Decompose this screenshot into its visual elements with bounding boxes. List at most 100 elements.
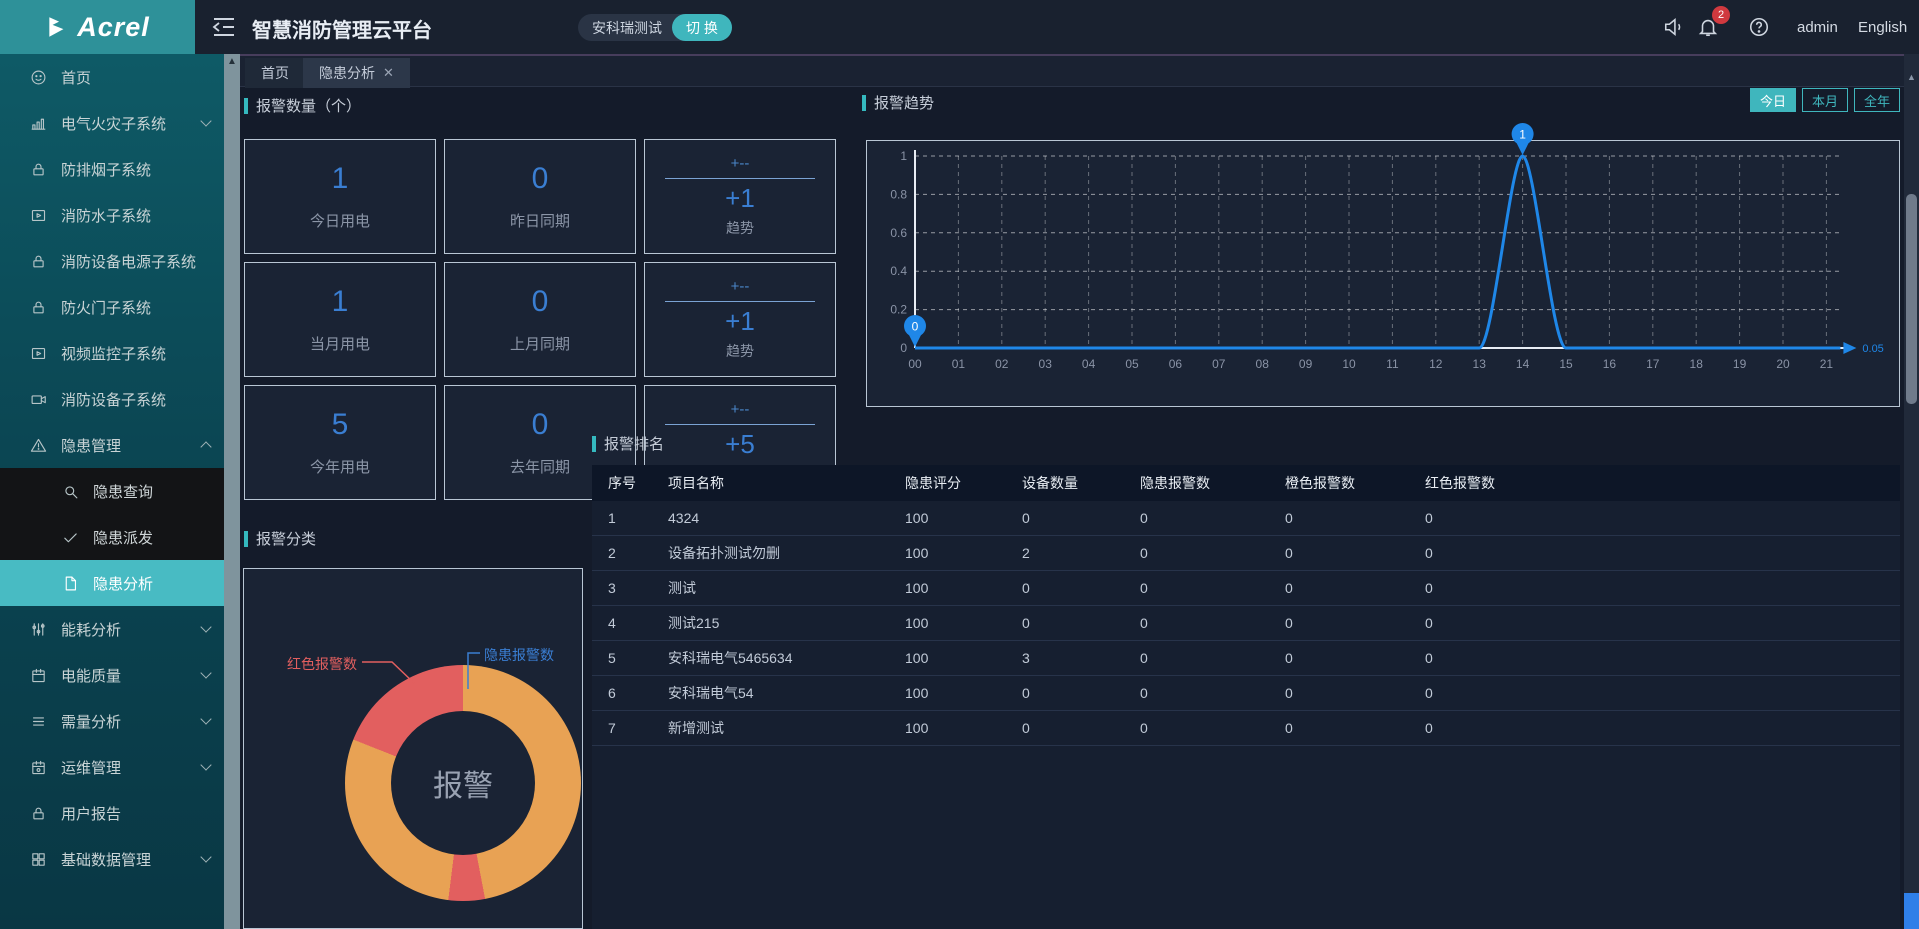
svg-text:0: 0 bbox=[912, 320, 919, 334]
lock-icon bbox=[30, 161, 47, 178]
table-row[interactable]: 6安科瑞电气541000000 bbox=[592, 676, 1900, 711]
table-cell: 4324 bbox=[652, 510, 889, 526]
scroll-up-icon[interactable]: ▲ bbox=[224, 54, 240, 70]
svg-text:0.8: 0.8 bbox=[890, 187, 907, 201]
table-row[interactable]: 3测试1000000 bbox=[592, 571, 1900, 606]
sidebar-item-label: 首页 bbox=[61, 67, 91, 88]
trend-ratio: +-- bbox=[731, 278, 750, 295]
table-cell: 1 bbox=[592, 510, 652, 526]
svg-text:10: 10 bbox=[1342, 357, 1356, 371]
close-tab-icon[interactable]: ✕ bbox=[383, 65, 394, 81]
sidebar-item-视频监控子系统[interactable]: 视频监控子系统 bbox=[0, 330, 224, 376]
main-content: 首页隐患分析✕ 报警数量（个） 1今日用电0昨日同期+--+1趋势1当月用电0上… bbox=[240, 54, 1904, 929]
sidebar-item-电能质量[interactable]: 电能质量 bbox=[0, 652, 224, 698]
svg-text:06: 06 bbox=[1169, 357, 1183, 371]
section-bar bbox=[592, 436, 596, 452]
sidebar-scrollbar[interactable]: ▲ bbox=[224, 54, 240, 929]
top-bar: Acrel 智慧消防管理云平台 安科瑞测试 切 换 2 admin Englis… bbox=[0, 0, 1919, 54]
callout-hidden-danger-alarms: 隐患报警数 bbox=[484, 645, 554, 665]
sidebar-item-运维管理[interactable]: 运维管理 bbox=[0, 744, 224, 790]
speaker-icon[interactable] bbox=[1663, 16, 1685, 38]
sidebar-item-label: 防排烟子系统 bbox=[61, 159, 151, 180]
section-title-alarm-count: 报警数量（个） bbox=[244, 95, 361, 116]
sidebar-item-基础数据管理[interactable]: 基础数据管理 bbox=[0, 836, 224, 882]
table-row[interactable]: 4测试2151000000 bbox=[592, 606, 1900, 641]
sidebar-item-label: 隐患管理 bbox=[61, 435, 121, 456]
user-menu[interactable]: admin bbox=[1797, 19, 1838, 36]
trend-ratio: +-- bbox=[731, 401, 750, 418]
sidebar-item-label: 需量分析 bbox=[61, 711, 121, 732]
svg-text:0.4: 0.4 bbox=[890, 264, 907, 278]
table-row[interactable]: 2设备拓扑测试勿删1002000 bbox=[592, 536, 1900, 571]
range-button-今日[interactable]: 今日 bbox=[1750, 88, 1796, 112]
brand-name: Acrel bbox=[77, 12, 150, 43]
table-cell: 设备拓扑测试勿删 bbox=[652, 543, 889, 563]
org-name: 安科瑞测试 bbox=[592, 18, 662, 38]
sidebar-item-用户报告[interactable]: 用户报告 bbox=[0, 790, 224, 836]
card-value: 5 bbox=[332, 408, 349, 442]
table-cell: 100 bbox=[889, 545, 1006, 561]
range-button-本月[interactable]: 本月 bbox=[1802, 88, 1848, 112]
video-icon bbox=[30, 207, 47, 224]
table-cell: 3 bbox=[592, 580, 652, 596]
warning-icon bbox=[30, 437, 47, 454]
scrollbar-thumb[interactable] bbox=[1906, 194, 1917, 404]
sidebar-item-隐患分析[interactable]: 隐患分析 bbox=[0, 560, 224, 606]
svg-text:17: 17 bbox=[1646, 357, 1660, 371]
alarm-trend-chart: 00.20.40.60.8100010203040506070809101112… bbox=[867, 141, 1899, 406]
svg-text:13: 13 bbox=[1473, 357, 1487, 371]
collapse-sidebar-icon[interactable] bbox=[212, 16, 236, 38]
sidebar-item-消防设备电源子系统[interactable]: 消防设备电源子系统 bbox=[0, 238, 224, 284]
svg-text:19: 19 bbox=[1733, 357, 1747, 371]
sidebar-item-防排烟子系统[interactable]: 防排烟子系统 bbox=[0, 146, 224, 192]
column-header-序号: 序号 bbox=[592, 473, 652, 493]
section-bar bbox=[244, 531, 248, 547]
trend-range-buttons: 今日本月全年 bbox=[862, 88, 1900, 112]
svg-text:04: 04 bbox=[1082, 357, 1096, 371]
card-label: 当月用电 bbox=[310, 333, 370, 354]
page-scrollbar[interactable]: ▲ bbox=[1904, 54, 1919, 929]
help-icon[interactable] bbox=[1748, 16, 1770, 38]
range-button-全年[interactable]: 全年 bbox=[1854, 88, 1900, 112]
table-cell: 3 bbox=[1006, 650, 1124, 666]
svg-text:14: 14 bbox=[1516, 357, 1530, 371]
sidebar-item-隐患派发[interactable]: 隐患派发 bbox=[0, 514, 224, 560]
sidebar-item-隐患查询[interactable]: 隐患查询 bbox=[0, 468, 224, 514]
svg-text:05: 05 bbox=[1125, 357, 1139, 371]
svg-text:16: 16 bbox=[1603, 357, 1617, 371]
switch-org-button[interactable]: 切 换 bbox=[672, 14, 732, 41]
callout-red-alarms: 红色报警数 bbox=[287, 654, 357, 674]
sidebar-item-label: 能耗分析 bbox=[61, 619, 121, 640]
table-cell: 0 bbox=[1269, 510, 1409, 526]
table-cell: 100 bbox=[889, 685, 1006, 701]
scroll-up-icon[interactable]: ▲ bbox=[1904, 72, 1919, 82]
table-cell: 0 bbox=[1409, 720, 1579, 736]
sidebar-item-电气火灾子系统[interactable]: 电气火灾子系统 bbox=[0, 100, 224, 146]
tab-首页[interactable]: 首页 bbox=[245, 58, 305, 88]
sidebar-item-能耗分析[interactable]: 能耗分析 bbox=[0, 606, 224, 652]
table-cell: 0 bbox=[1124, 650, 1269, 666]
table-row[interactable]: 7新增测试1000000 bbox=[592, 711, 1900, 746]
table-cell: 7 bbox=[592, 720, 652, 736]
sidebar-item-首页[interactable]: 首页 bbox=[0, 54, 224, 100]
stat-card-今年用电: 5今年用电 bbox=[244, 385, 436, 500]
svg-text:1: 1 bbox=[1519, 128, 1526, 142]
tab-隐患分析[interactable]: 隐患分析✕ bbox=[303, 58, 410, 88]
sidebar-item-隐患管理[interactable]: 隐患管理 bbox=[0, 422, 224, 468]
table-cell: 0 bbox=[1006, 580, 1124, 596]
table-cell: 安科瑞电气5465634 bbox=[652, 648, 889, 668]
sidebar-item-需量分析[interactable]: 需量分析 bbox=[0, 698, 224, 744]
sidebar-item-消防水子系统[interactable]: 消防水子系统 bbox=[0, 192, 224, 238]
sidebar-item-label: 运维管理 bbox=[61, 757, 121, 778]
sidebar-item-label: 视频监控子系统 bbox=[61, 343, 166, 364]
sidebar-item-防火门子系统[interactable]: 防火门子系统 bbox=[0, 284, 224, 330]
svg-text:08: 08 bbox=[1256, 357, 1270, 371]
video-icon bbox=[30, 345, 47, 362]
language-switch[interactable]: English bbox=[1858, 19, 1907, 36]
table-row[interactable]: 143241000000 bbox=[592, 501, 1900, 536]
table-row[interactable]: 5安科瑞电气54656341003000 bbox=[592, 641, 1900, 676]
sidebar-item-消防设备子系统[interactable]: 消防设备子系统 bbox=[0, 376, 224, 422]
section-title-alarm-category: 报警分类 bbox=[244, 528, 316, 549]
table-cell: 2 bbox=[592, 545, 652, 561]
scrollbar-bottom-widget[interactable] bbox=[1904, 893, 1919, 929]
